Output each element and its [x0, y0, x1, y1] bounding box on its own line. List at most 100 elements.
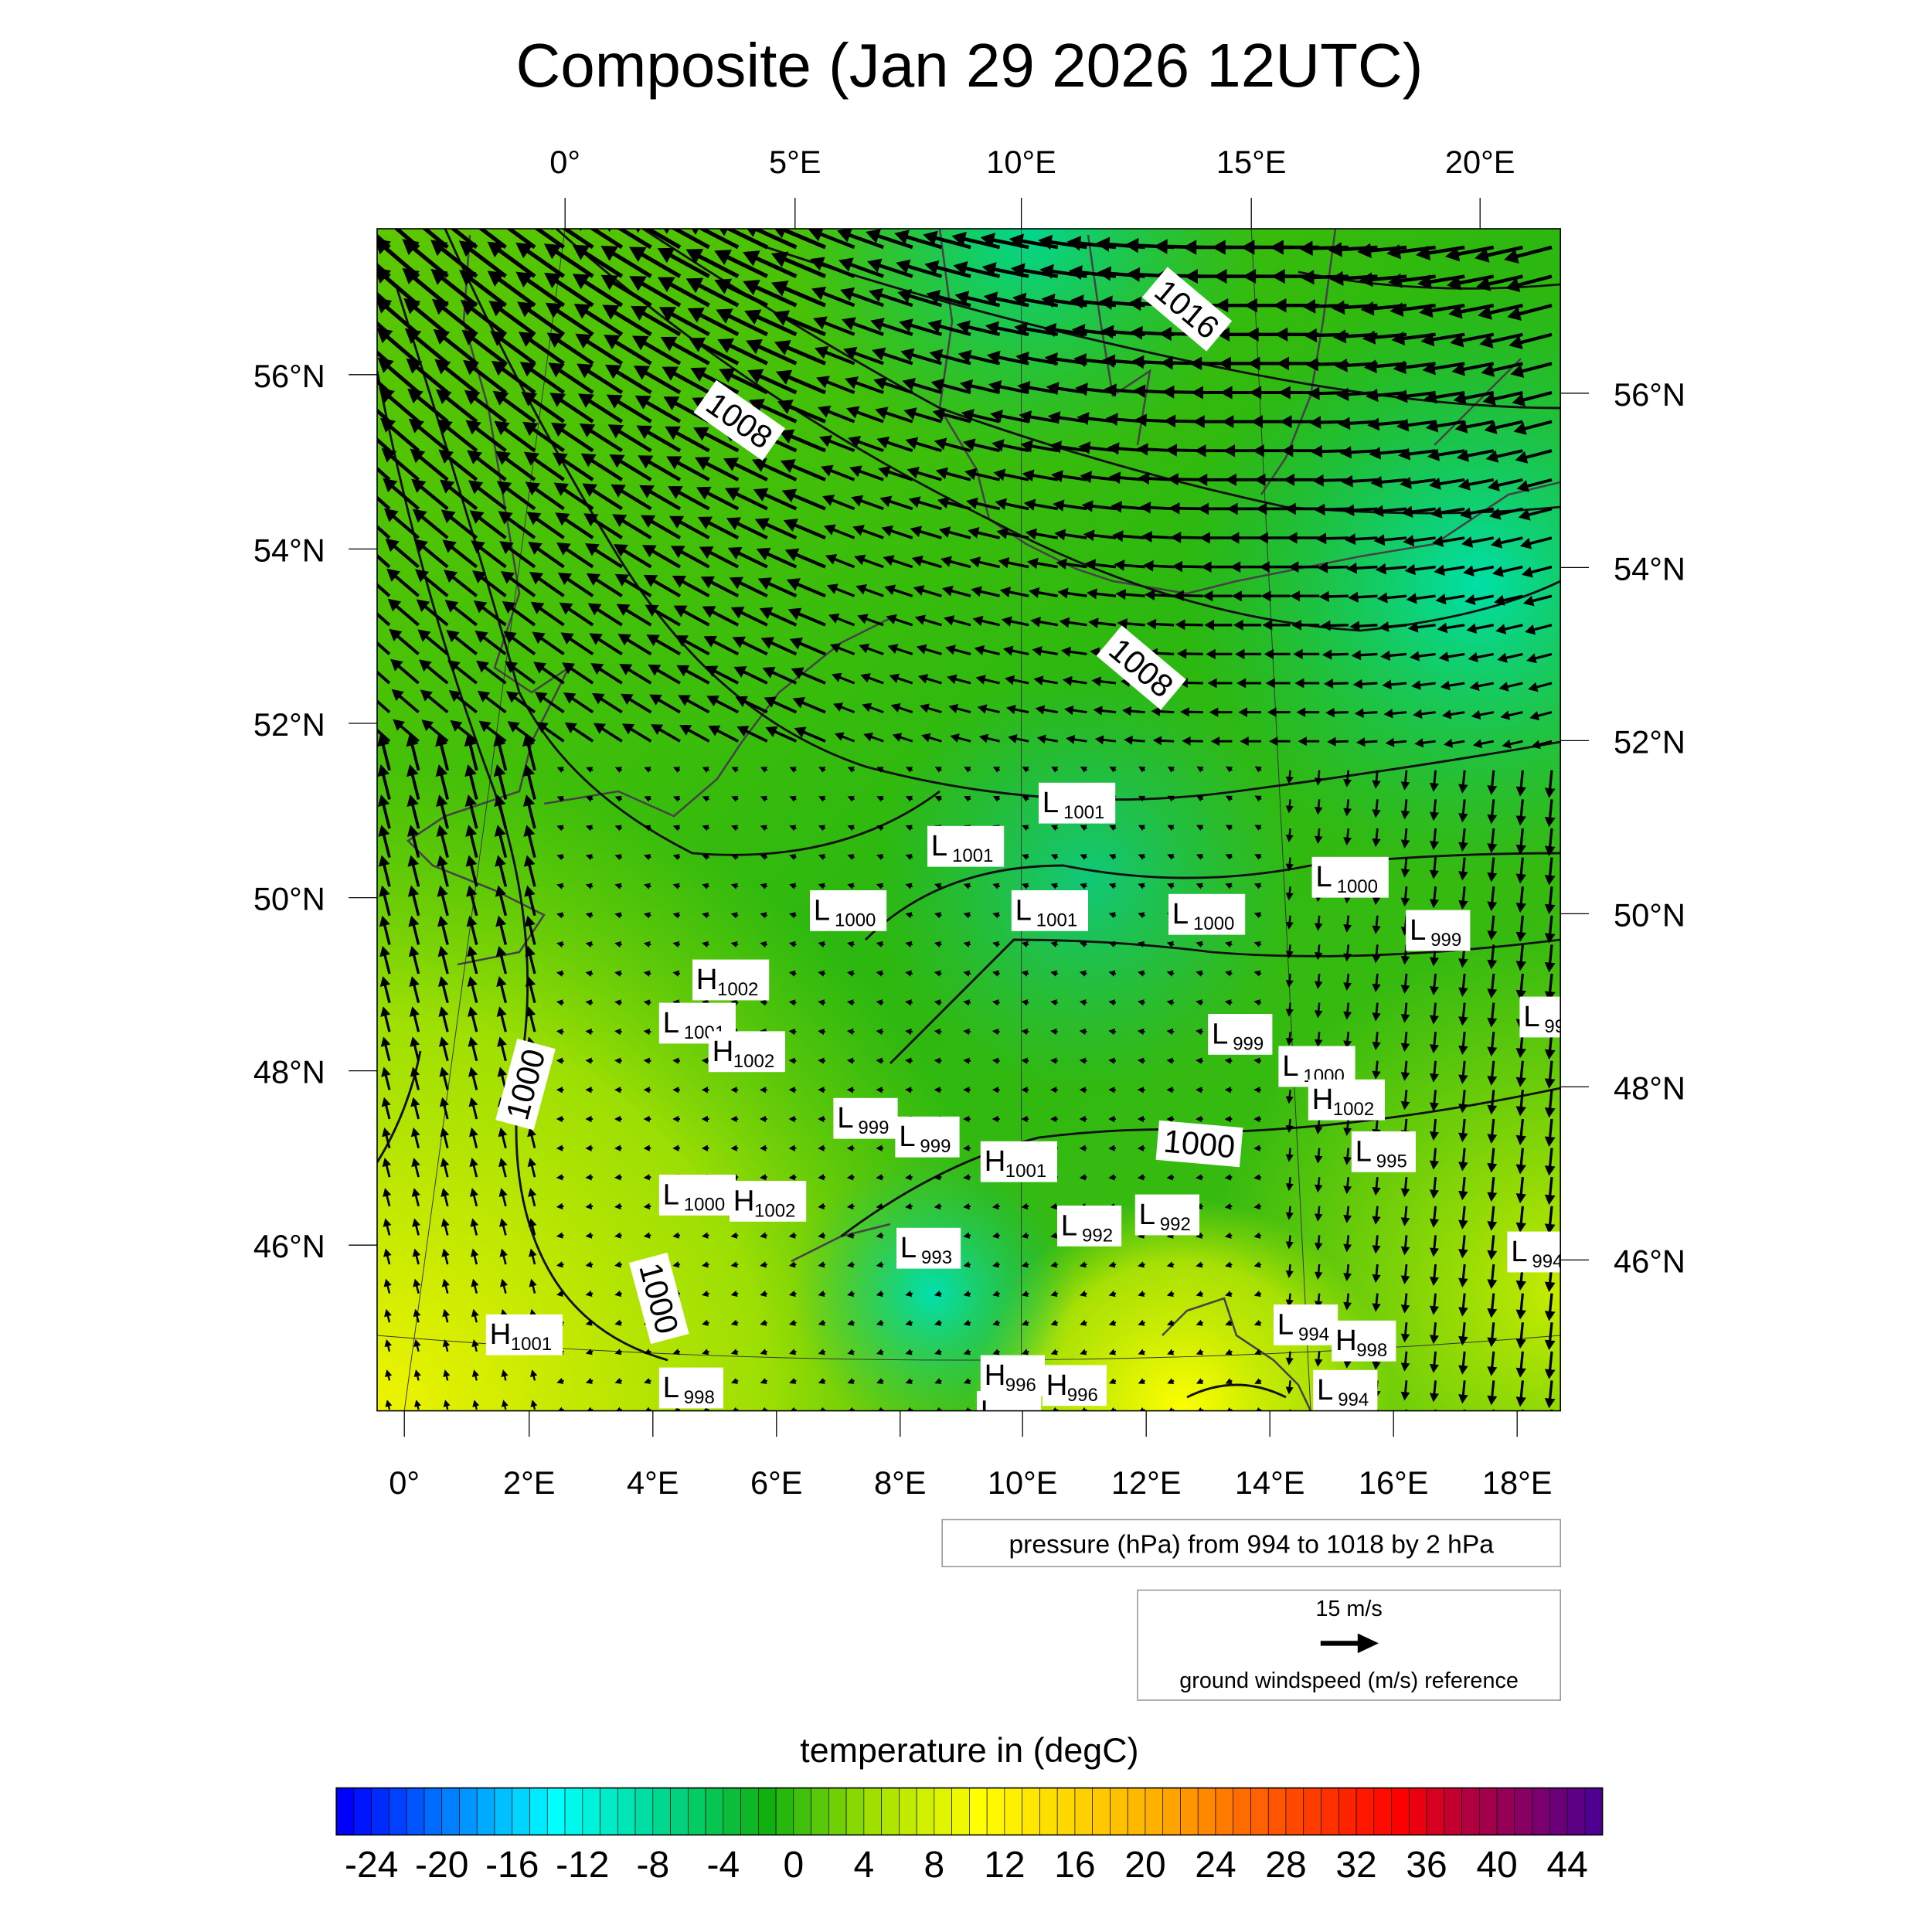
wind-arrow-icon: [1375, 563, 1407, 575]
wind-arrow-icon: [616, 604, 652, 627]
wind-arrow-icon: [1021, 1028, 1029, 1036]
wind-arrow-icon: [702, 1349, 709, 1355]
colorbar-box: [969, 1787, 988, 1835]
wind-arrow-icon: [902, 377, 942, 394]
wind-arrow-icon: [1080, 1349, 1087, 1355]
wind-arrow-icon: [639, 485, 682, 511]
wind-arrow-icon: [1515, 1148, 1526, 1175]
wind-arrow-icon: [1400, 1002, 1410, 1023]
wind-arrow-icon: [478, 229, 507, 250]
chart-title: Composite (Jan 29 2026 12UTC): [515, 31, 1423, 100]
wind-arrow-icon: [440, 1218, 450, 1236]
wind-arrow-icon: [543, 243, 594, 278]
wind-arrow-icon: [488, 301, 536, 336]
wind-arrow-icon: [747, 369, 798, 395]
wind-arrow-icon: [438, 1006, 449, 1032]
wind-arrow-icon: [781, 488, 826, 511]
wind-arrow-icon: [556, 883, 564, 889]
wind-arrow-icon: [1182, 736, 1203, 746]
wind-arrow-icon: [585, 940, 594, 948]
wind-arrow-icon: [963, 970, 971, 977]
wind-arrow-icon: [437, 976, 449, 1003]
wind-arrow-icon: [905, 854, 913, 860]
wind-arrow-icon: [1030, 616, 1059, 628]
wind-arrow-icon: [433, 328, 478, 366]
wind-arrow-icon: [1050, 1057, 1058, 1064]
center-value: 996: [1067, 1385, 1098, 1406]
wind-arrow-icon: [442, 539, 478, 569]
wind-arrow-icon: [910, 526, 942, 539]
wind-arrow-icon: [1196, 1232, 1204, 1239]
wind-arrow-icon: [381, 1097, 391, 1120]
wind-arrow-icon: [1138, 854, 1146, 860]
wind-arrow-icon: [604, 364, 652, 395]
wind-arrow-icon: [1469, 681, 1495, 692]
wind-arrow-icon: [876, 940, 884, 948]
wind-arrow-icon: [614, 1028, 622, 1036]
wind-arrow-icon: [702, 883, 709, 889]
wind-arrow-icon: [1400, 770, 1410, 791]
wind-arrow-icon: [440, 479, 478, 511]
center-type: H: [713, 1035, 734, 1068]
right-lat-label: 56°N: [1614, 376, 1685, 413]
wind-arrow-icon: [1114, 560, 1145, 571]
wind-arrow-icon: [1464, 594, 1495, 605]
wind-arrow-icon: [498, 1127, 508, 1148]
wind-arrow-icon: [840, 287, 884, 308]
wind-arrow-icon: [760, 637, 798, 656]
colorbar-box: [1162, 1787, 1181, 1835]
wind-arrow-icon: [759, 607, 798, 627]
wind-arrow-icon: [1285, 770, 1294, 784]
wind-arrow-icon: [578, 393, 624, 423]
wind-arrow-icon: [848, 435, 884, 453]
wind-arrow-icon: [1372, 1206, 1381, 1225]
wind-arrow-icon: [1196, 795, 1204, 802]
wind-arrow-icon: [876, 970, 884, 977]
wind-arrow-icon: [1544, 857, 1556, 886]
wind-arrow-icon: [1081, 500, 1117, 512]
colorbar-box: [740, 1787, 759, 1835]
colorbar-box: [934, 1787, 952, 1835]
wind-arrow-icon: [614, 912, 623, 919]
wind-arrow-icon: [1285, 944, 1294, 959]
wind-arrow-icon: [892, 733, 913, 743]
wind-arrow-icon: [876, 1174, 884, 1181]
wind-arrow-icon: [529, 571, 565, 597]
wind-arrow-icon: [1372, 505, 1407, 518]
wind-arrow-icon: [942, 585, 971, 597]
bottom-lon-label: 10°E: [988, 1464, 1058, 1501]
wind-arrow-icon: [491, 360, 536, 394]
wind-arrow-icon: [1228, 532, 1262, 544]
wind-arrow-icon: [377, 764, 391, 800]
wind-arrow-icon: [818, 854, 826, 860]
wind-arrow-icon: [1021, 1290, 1029, 1298]
wind-arrow-icon: [585, 1232, 594, 1239]
wind-arrow-icon: [1400, 1351, 1410, 1372]
wind-arrow-icon: [1167, 795, 1175, 802]
wind-arrow-icon: [934, 1174, 942, 1181]
colorbar-box: [1285, 1787, 1304, 1835]
wind-arrow-icon: [549, 393, 594, 423]
wind-arrow-icon: [876, 883, 884, 889]
wind-arrow-icon: [731, 767, 739, 773]
center-type: H: [1312, 1083, 1334, 1116]
wind-arrow-icon: [691, 229, 740, 250]
wind-arrow-icon: [905, 940, 913, 948]
wind-arrow-icon: [1355, 737, 1378, 747]
colorbar-box: [670, 1787, 689, 1835]
wind-arrow-icon: [959, 379, 1001, 394]
wind-arrow-icon: [635, 229, 682, 250]
wind-arrow-icon: [1021, 1232, 1029, 1239]
wind-arrow-icon: [687, 308, 740, 337]
wind-arrow-icon: [1138, 1378, 1146, 1384]
wind-reference-legend: 15 m/s ground windspeed (m/s) reference: [1137, 1589, 1562, 1701]
wind-arrow-icon: [1314, 1148, 1323, 1164]
low-pressure-center: L 992: [1134, 1194, 1199, 1236]
wind-arrow-icon: [1138, 940, 1145, 947]
wind-arrow-icon: [1429, 857, 1439, 879]
wind-arrow-icon: [788, 1115, 797, 1123]
wind-arrow-icon: [1079, 1115, 1087, 1123]
wind-arrow-icon: [1456, 449, 1495, 462]
center-value: 993: [921, 1247, 952, 1268]
wind-arrow-icon: [934, 1202, 942, 1210]
